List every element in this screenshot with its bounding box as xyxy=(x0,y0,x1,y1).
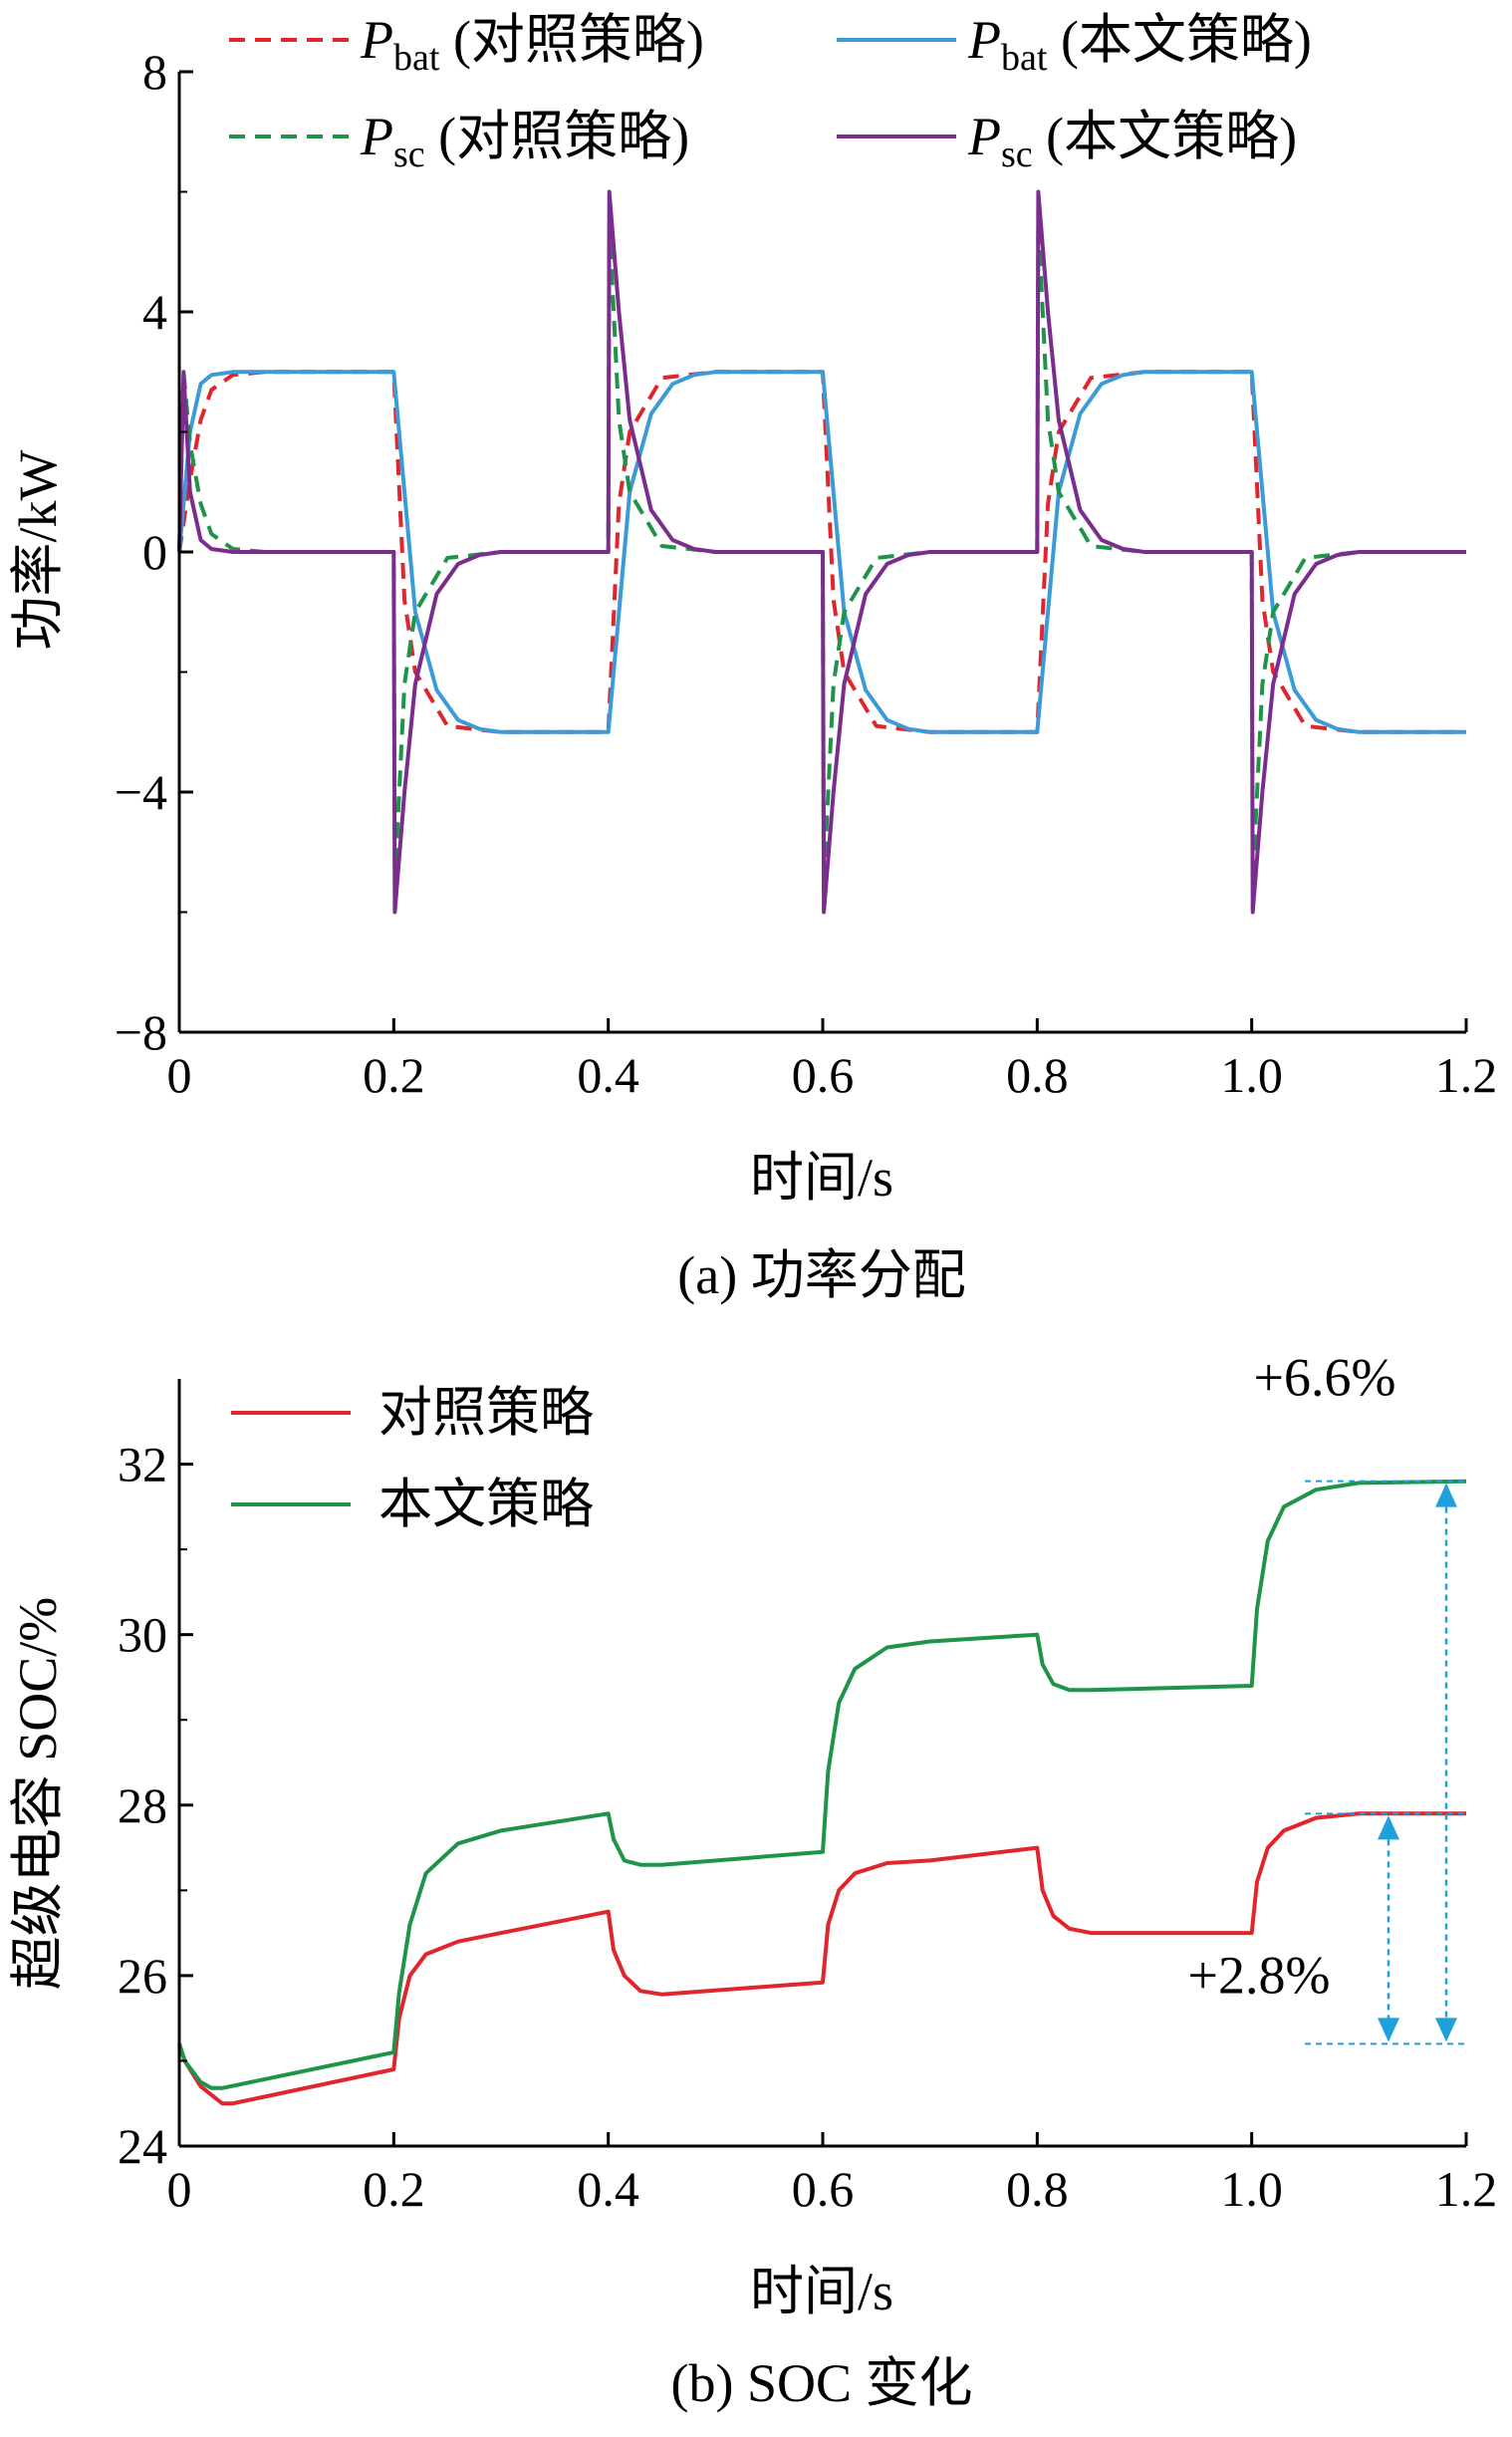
soc-x-axis-title: 时间/s xyxy=(750,2262,893,2321)
y-tick-label: −4 xyxy=(115,764,167,820)
soc-y-axis-title: 超级电容 SOC/% xyxy=(8,1597,68,1991)
y-tick-label: 8 xyxy=(142,44,167,100)
annotation-label: +6.6% xyxy=(1254,1348,1396,1408)
legend-label: Psc (本文策略) xyxy=(967,107,1297,175)
power-axes: 0 0.2 0.4 0.6 0.8 1.0 1.2 −8 −4 0 4 8 xyxy=(115,44,1497,1103)
x-tick-label: 0.2 xyxy=(363,2161,425,2217)
y-tick-label: 26 xyxy=(118,1948,167,2004)
x-tick-label: 0.2 xyxy=(363,1047,425,1103)
x-tick-label: 1.0 xyxy=(1220,1047,1283,1103)
x-tick-label: 0.6 xyxy=(792,2161,855,2217)
y-tick-label: 24 xyxy=(118,2118,167,2174)
power-y-axis-title: 功率/kW xyxy=(8,449,68,650)
x-tick-label: 0 xyxy=(167,1047,192,1103)
legend-label: Psc (对照策略) xyxy=(360,107,689,175)
soc-plot-area xyxy=(177,1479,1467,2106)
x-tick-label: 0.4 xyxy=(577,2161,639,2217)
arrow-up-icon xyxy=(1435,1483,1457,1507)
power-x-axis-title: 时间/s xyxy=(750,1148,893,1208)
y-tick-label: −8 xyxy=(115,1004,167,1060)
soc-annotations: +6.6% +2.8% xyxy=(1188,1348,1466,2045)
power-plot-area xyxy=(177,189,1466,915)
x-tick-label: 1.2 xyxy=(1435,1047,1498,1103)
y-tick-label: 0 xyxy=(142,524,167,580)
x-tick-label: 0.8 xyxy=(1006,2161,1069,2217)
series-line-2 xyxy=(177,1479,1467,2090)
x-tick-label: 0.4 xyxy=(577,1047,639,1103)
series-line-4 xyxy=(177,189,1466,915)
x-tick-label: 0.6 xyxy=(792,1047,855,1103)
arrow-up-icon xyxy=(1378,1815,1399,1840)
x-tick-label: 0.8 xyxy=(1006,1047,1069,1103)
legend-label: 对照策略 xyxy=(378,1383,594,1443)
power-chart-caption: (a) 功率分配 xyxy=(677,1245,965,1305)
x-tick-label: 1.2 xyxy=(1435,2161,1498,2217)
x-tick-label: 1.0 xyxy=(1220,2161,1283,2217)
soc-chart-caption: (b) SOC 变化 xyxy=(670,2353,972,2413)
y-tick-label: 32 xyxy=(118,1437,167,1492)
annotation-label: +2.8% xyxy=(1188,1945,1331,2005)
soc-axes: 0 0.2 0.4 0.6 0.8 1.0 1.2 24 26 28 30 32 xyxy=(118,1379,1497,2217)
y-tick-label: 30 xyxy=(118,1607,167,1663)
y-tick-label: 28 xyxy=(118,1777,167,1833)
series-line-2 xyxy=(177,370,1466,734)
legend-label: Pbat (对照策略) xyxy=(360,10,704,79)
y-tick-label: 4 xyxy=(142,284,167,340)
arrow-down-icon xyxy=(1378,2018,1399,2042)
arrow-down-icon xyxy=(1435,2018,1457,2042)
x-tick-label: 0 xyxy=(167,2161,192,2217)
power-legend: Pbat (对照策略) Pbat (本文策略) Psc (对照策略) Psc (本文策… xyxy=(229,10,1312,175)
legend-label: 本文策略 xyxy=(378,1475,594,1534)
legend-label: Pbat (本文策略) xyxy=(967,10,1312,79)
